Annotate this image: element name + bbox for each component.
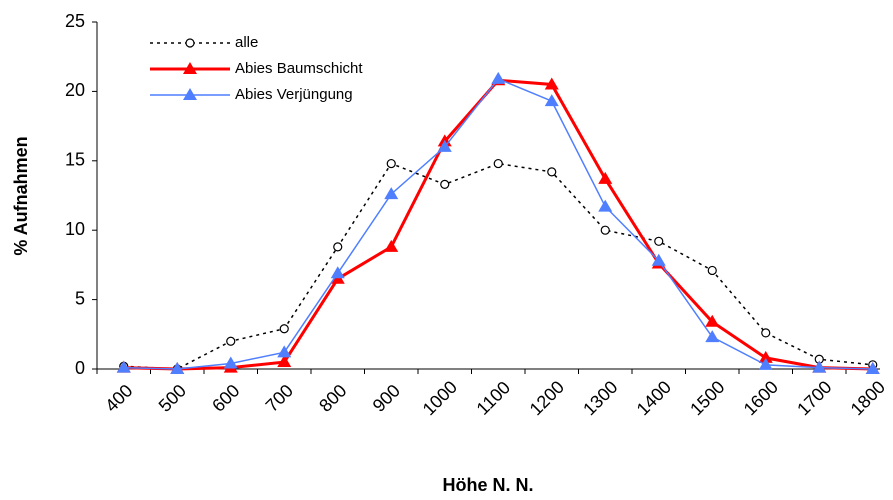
- x-tick-label: 700: [262, 380, 297, 415]
- point: [812, 360, 827, 373]
- point: [705, 314, 720, 327]
- legend-marker: [183, 88, 197, 100]
- y-tick-label: 25: [65, 11, 85, 31]
- point: [654, 236, 664, 246]
- x-tick-label: 800: [315, 380, 350, 415]
- series-line: [123, 162, 873, 370]
- y-tick-label: 5: [75, 288, 85, 308]
- point: [651, 253, 666, 266]
- point: [277, 345, 292, 358]
- x-tick-label: 1500: [686, 377, 728, 419]
- x-tick-label: 1000: [419, 377, 461, 419]
- point: [707, 265, 717, 276]
- x-tick-label: 1800: [847, 377, 889, 419]
- x-tick-label: 500: [155, 380, 190, 415]
- point: [598, 171, 613, 184]
- point: [279, 324, 289, 334]
- x-tick-label: 400: [101, 380, 136, 415]
- x-tick-label: 1300: [579, 377, 621, 419]
- point: [333, 242, 343, 252]
- point: [761, 328, 771, 338]
- point: [547, 167, 557, 177]
- legend-marker: [183, 62, 197, 74]
- point: [330, 266, 345, 279]
- point: [491, 71, 506, 84]
- point: [226, 336, 236, 346]
- point: [758, 350, 773, 363]
- point: [758, 357, 773, 370]
- legend-marker: [185, 38, 195, 48]
- y-tick-label: 10: [65, 219, 85, 239]
- y-axis-label: % Aufnahmen: [11, 136, 31, 255]
- point: [223, 356, 238, 369]
- legend-label: Abies Baumschicht: [235, 60, 363, 77]
- y-tick-label: 20: [65, 80, 85, 100]
- point: [440, 179, 450, 189]
- point: [705, 330, 720, 343]
- x-tick-label: 1700: [793, 377, 835, 419]
- point: [544, 94, 559, 107]
- point: [116, 360, 131, 373]
- legend-label: Abies Verjüngung: [235, 86, 353, 103]
- point: [170, 362, 185, 374]
- x-tick-label: 1600: [740, 377, 782, 419]
- legend-label: alle: [235, 34, 258, 51]
- point: [437, 139, 452, 152]
- point: [493, 158, 503, 169]
- point: [386, 158, 396, 169]
- point: [384, 187, 399, 200]
- point: [598, 199, 613, 212]
- series-line: [123, 78, 873, 371]
- y-tick-label: 0: [75, 358, 85, 378]
- point: [600, 225, 610, 235]
- y-tick-label: 15: [65, 150, 85, 170]
- x-tick-label: 1200: [526, 377, 568, 419]
- x-tick-label: 1100: [473, 377, 515, 419]
- point: [865, 362, 880, 374]
- point: [384, 239, 399, 252]
- point: [277, 355, 292, 368]
- x-axis-label: Höhe N. N.: [442, 475, 533, 495]
- x-tick-label: 1400: [633, 377, 675, 419]
- point: [544, 77, 559, 90]
- x-tick-label: 600: [208, 380, 243, 415]
- series-line: [123, 77, 873, 370]
- x-tick-label: 900: [369, 380, 404, 415]
